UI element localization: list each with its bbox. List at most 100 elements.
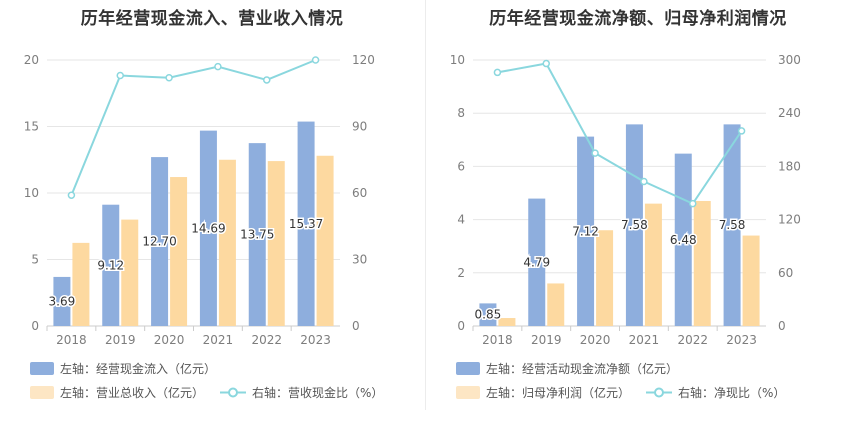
- x-axis-tick-label: 2018: [56, 333, 87, 347]
- right-axis-tick-label: 90: [352, 120, 367, 134]
- legend-label: 右轴：营收现金比（%）: [252, 385, 384, 400]
- bar-series1: [723, 124, 741, 326]
- x-axis-tick-label: 2023: [726, 333, 757, 347]
- left-axis-tick-label: 15: [24, 120, 39, 134]
- left-axis-tick-label: 10: [24, 186, 39, 200]
- bar-series2: [693, 200, 711, 326]
- line-point: [689, 199, 697, 208]
- legend-line-icon: [646, 387, 673, 397]
- bar-series1: [297, 121, 315, 326]
- x-axis-tick-label: 2019: [531, 333, 562, 347]
- right-axis-tick-label: 300: [778, 53, 801, 67]
- bar-series2: [547, 283, 565, 326]
- bar-data-label: 7.58: [621, 218, 648, 232]
- right-axis-tick-label: 240: [778, 106, 801, 120]
- x-axis-tick-label: 2022: [251, 333, 282, 347]
- legend-item-revenue[interactable]: 左轴：营业总收入（亿元）: [30, 384, 204, 401]
- left-chart-panel: 历年经营现金流入、营业收入情况 0 5 10 15 20 0 30 60 90 120 2018 20…: [0, 0, 424, 437]
- legend-label: 左轴：经营活动现金流净额（亿元）: [486, 361, 679, 376]
- bar-series2: [498, 318, 516, 326]
- right-chart-legend: 左轴：经营活动现金流净额（亿元） 左轴：归母净利润（亿元） 右轴：净现比（%）: [456, 356, 846, 404]
- line-point: [116, 71, 124, 80]
- bar-series1: [102, 204, 120, 326]
- line-point: [591, 149, 599, 157]
- bar-data-label: 15.37: [289, 217, 323, 231]
- bar-data-label: 7.12: [572, 224, 599, 238]
- line-point: [311, 56, 320, 64]
- x-axis-tick-label: 2020: [580, 333, 611, 347]
- right-axis-tick-label: 60: [352, 186, 367, 200]
- right-axis-tick-label: 0: [352, 319, 360, 333]
- left-axis-tick-label: 8: [457, 106, 465, 120]
- right-axis-tick-label: 180: [778, 159, 801, 173]
- legend-item-net-profit[interactable]: 左轴：归母净利润（亿元）: [456, 384, 630, 401]
- legend-item-cash-revenue-ratio[interactable]: 右轴：营收现金比（%）: [220, 384, 383, 401]
- bar-series1: [199, 130, 217, 326]
- legend-swatch: [30, 385, 54, 399]
- line-point: [542, 59, 550, 68]
- bar-series2: [170, 177, 188, 326]
- bar-data-label: 3.69: [49, 294, 76, 308]
- x-axis-tick-label: 2018: [482, 333, 513, 347]
- bar-data-label: 14.69: [191, 221, 225, 235]
- bar-series1: [248, 143, 266, 326]
- legend-swatch: [456, 361, 480, 375]
- left-axis-tick-label: 2: [457, 266, 465, 280]
- x-axis-tick-label: 2019: [105, 333, 136, 347]
- legend-line-icon: [220, 387, 247, 397]
- bar-series2: [218, 159, 236, 326]
- bar-series2: [742, 235, 760, 326]
- legend-label: 右轴：净现比（%）: [678, 385, 786, 400]
- legend-label: 左轴：营业总收入（亿元）: [60, 385, 205, 400]
- line-point: [263, 76, 271, 84]
- left-axis-tick-label: 5: [31, 253, 39, 267]
- line-point: [737, 127, 746, 135]
- left-chart-plot: 0 5 10 15 20 0 30 60 90 120 2018 2019 2020 2021 2022 20…: [24, 53, 375, 347]
- bar-data-label: 6.48: [670, 233, 697, 247]
- legend-item-cash-inflow[interactable]: 左轴：经营现金流入（亿元）: [30, 360, 216, 377]
- bar-series1: [625, 124, 643, 326]
- line-point: [493, 68, 502, 77]
- line-point: [214, 62, 222, 71]
- legend-item-net-cash-flow[interactable]: 左轴：经营活动现金流净额（亿元）: [456, 360, 678, 377]
- bar-data-label: 12.70: [142, 235, 176, 249]
- chart-title: 历年经营现金流入、营业收入情况: [80, 9, 344, 29]
- legend-swatch: [456, 385, 480, 399]
- bar-series2: [596, 230, 614, 326]
- line-series: [497, 62, 743, 205]
- right-chart-panel: 历年经营现金流净额、归母净利润情况 0 2 4 6 8 10 0 60 120 180 240 300…: [426, 0, 850, 437]
- left-axis-tick-label: 6: [457, 159, 465, 173]
- x-axis-tick-label: 2023: [300, 333, 331, 347]
- line-point: [640, 177, 648, 186]
- bar-data-label: 0.85: [475, 308, 502, 322]
- legend-label: 左轴：经营现金流入（亿元）: [60, 361, 217, 376]
- legend-item-net-cash-ratio[interactable]: 右轴：净现比（%）: [646, 384, 785, 401]
- right-axis-tick-label: 60: [778, 266, 793, 280]
- bar-data-label: 7.58: [719, 218, 746, 232]
- x-axis-tick-label: 2021: [203, 333, 234, 347]
- bar-series2: [316, 155, 334, 326]
- right-axis-tick-label: 30: [352, 253, 367, 267]
- bar-series2: [72, 242, 90, 326]
- right-axis-tick-label: 120: [778, 213, 801, 227]
- legend-swatch: [30, 361, 54, 375]
- bar-series1: [577, 136, 595, 326]
- left-chart-legend: 左轴：经营现金流入（亿元） 左轴：营业总收入（亿元） 右轴：营收现金比（%）: [30, 356, 420, 404]
- line-series: [70, 59, 316, 196]
- bar-data-label: 4.79: [523, 255, 550, 269]
- bar-series1: [528, 198, 546, 326]
- bar-series1: [53, 276, 71, 326]
- left-axis-tick-label: 0: [457, 319, 465, 333]
- line-point: [165, 73, 173, 82]
- line-point: [67, 191, 76, 199]
- left-axis-tick-label: 4: [457, 213, 465, 227]
- bar-series2: [121, 219, 139, 326]
- right-axis-tick-label: 120: [352, 53, 375, 67]
- bar-series2: [267, 161, 285, 326]
- left-axis-tick-label: 0: [31, 319, 39, 333]
- left-axis-tick-label: 20: [24, 53, 39, 67]
- chart-title: 历年经营现金流净额、归母净利润情况: [489, 9, 787, 29]
- bar-series1: [479, 303, 497, 326]
- x-axis-tick-label: 2020: [154, 333, 185, 347]
- bar-data-label: 9.12: [97, 258, 124, 272]
